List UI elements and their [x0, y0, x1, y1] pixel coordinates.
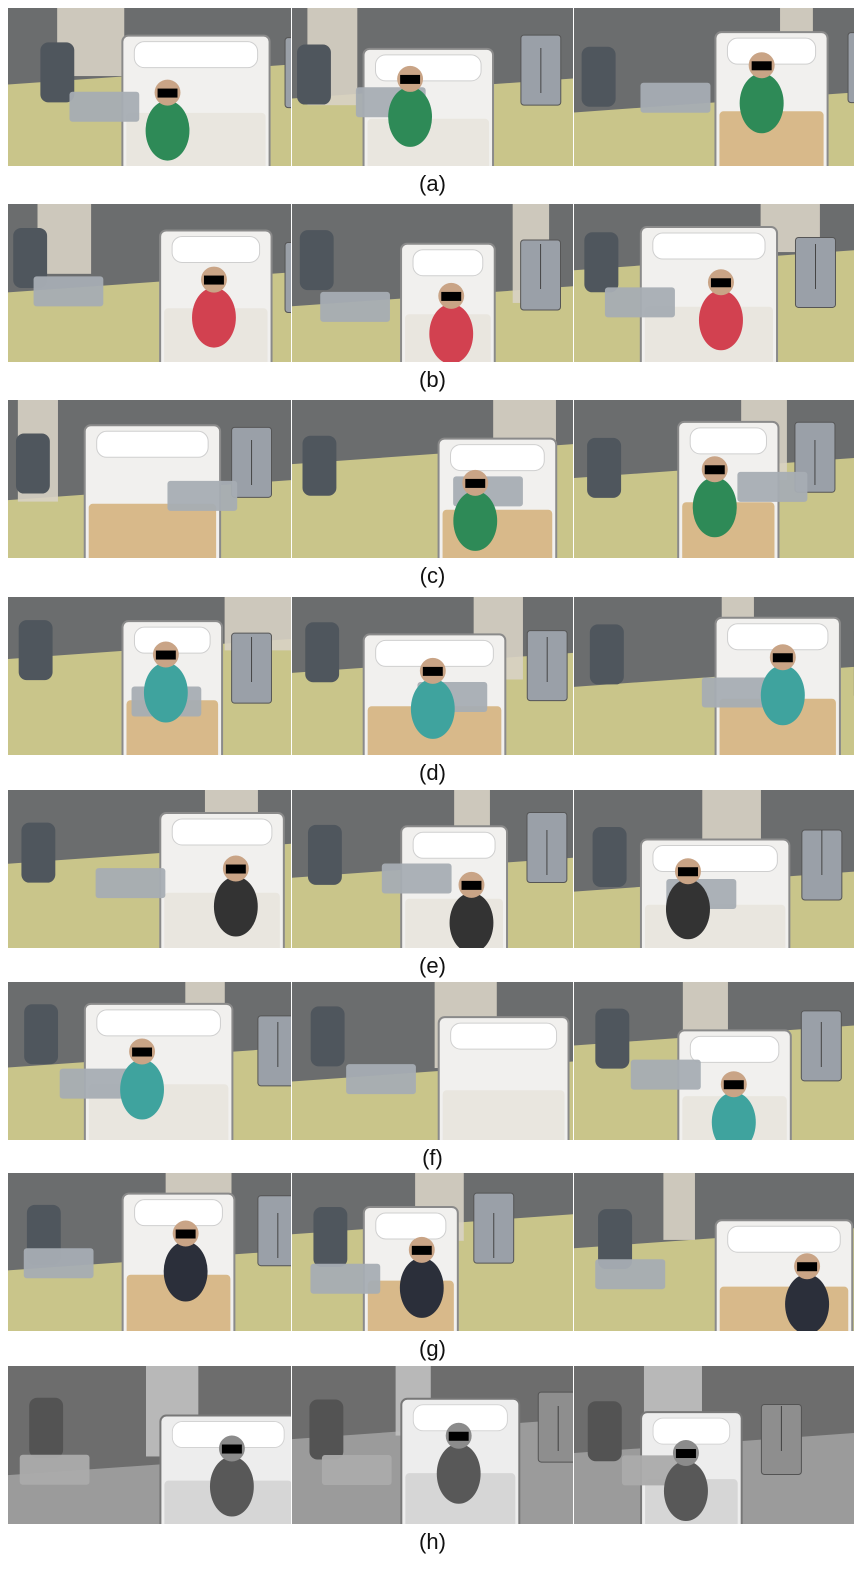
photo-tile-night-2: [292, 1366, 574, 1524]
photo-tile-night-3: [574, 1366, 854, 1524]
photo-tile-lying-covered: [292, 400, 574, 558]
room-illustration: [8, 982, 291, 1140]
image-row: [8, 597, 854, 755]
photo-tile-eating-at-table: [574, 8, 854, 166]
photo-tile-tablet-bed: [8, 597, 292, 755]
room-illustration: [8, 1173, 291, 1331]
room-illustration: [8, 597, 291, 755]
room-illustration: [8, 400, 291, 558]
room-illustration: [8, 1366, 291, 1524]
photo-tile-night-1: [8, 1366, 292, 1524]
room-illustration: [574, 204, 854, 362]
row-caption: (d): [419, 760, 446, 785]
room-illustration: [292, 790, 573, 948]
room-illustration: [574, 982, 854, 1140]
photo-tile-visitor-lean: [574, 204, 854, 362]
row-caption: (f): [422, 1145, 443, 1170]
room-illustration: [574, 400, 854, 558]
photo-tile-laptop-bed: [292, 597, 574, 755]
image-row: [8, 400, 854, 558]
image-row: [8, 204, 854, 362]
row-caption: (b): [419, 367, 446, 392]
room-illustration: [574, 597, 854, 755]
row-caption: (g): [419, 1336, 446, 1361]
room-illustration: [292, 8, 573, 166]
room-illustration: [292, 597, 573, 755]
photo-tile-nurse-exam: [8, 982, 292, 1140]
room-illustration: [574, 790, 854, 948]
room-illustration: [8, 8, 291, 166]
photo-tile-lying-dressed: [8, 400, 292, 558]
photo-tile-phone-bed: [574, 597, 854, 755]
photo-tile-seated-eating: [8, 8, 292, 166]
room-illustration: [292, 400, 573, 558]
room-illustration: [574, 8, 854, 166]
row-caption: (c): [419, 563, 446, 588]
row-caption: (h): [419, 1529, 446, 1554]
room-illustration: [8, 204, 291, 362]
image-row: [8, 982, 854, 1140]
photo-tile-empty-chair-table: [574, 1173, 854, 1331]
photo-tile-empty-laptop: [292, 1173, 574, 1331]
photo-tile-reading-table: [574, 790, 854, 948]
photo-tile-reading-lying: [292, 790, 574, 948]
photo-tile-empty-folding-bed: [8, 1173, 292, 1331]
room-illustration: [8, 790, 291, 948]
image-row: [8, 8, 854, 166]
room-illustration: [574, 1173, 854, 1331]
room-illustration: [292, 1366, 573, 1524]
image-row: [8, 790, 854, 948]
photo-tile-visitors-bed: [292, 204, 574, 362]
photo-tile-nurse-care: [292, 982, 574, 1140]
photo-tile-visitor-chair: [8, 204, 292, 362]
image-row: [8, 1173, 854, 1331]
row-caption: (e): [419, 953, 446, 978]
photo-tile-eating-on-tray: [292, 8, 574, 166]
room-illustration: [292, 1173, 573, 1331]
photo-tile-lying-reading: [574, 400, 854, 558]
room-illustration: [292, 982, 573, 1140]
row-caption: (a): [419, 171, 446, 196]
photo-tile-reading-sitting: [8, 790, 292, 948]
image-row: [8, 1366, 854, 1524]
room-illustration: [574, 1366, 854, 1524]
room-illustration: [292, 204, 573, 362]
photo-tile-nurse-group: [574, 982, 854, 1140]
